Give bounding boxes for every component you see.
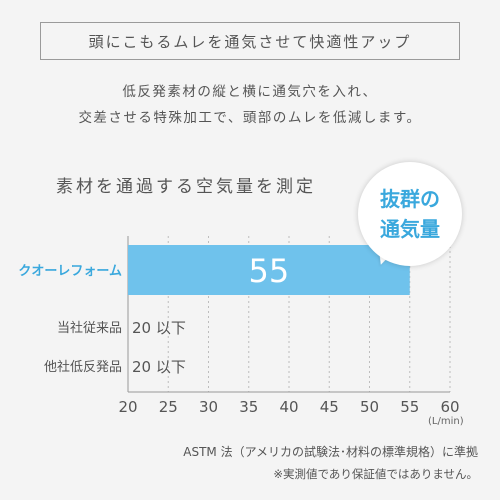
x-tick-label-20: 20 [118, 398, 137, 416]
x-tick-label-60: 60 [440, 398, 459, 416]
category-label-0: クオーレフォーム [18, 264, 122, 279]
x-tick-label-40: 40 [279, 398, 298, 416]
callout-bubble: 抜群の 通気量 [358, 162, 462, 266]
description-line-1: 低反発素材の縦と横に通気穴を入れ、 [122, 84, 378, 100]
headline-text: 頭にこもるムレを通気させて快適性アップ [88, 32, 412, 51]
data-label-2: 20 以下 [132, 358, 186, 376]
category-label-1: 当社従来品 [57, 320, 122, 336]
x-tick-label-30: 30 [199, 398, 218, 416]
footnote-source: ASTM 法（アメリカの試験法･材料の標準規格）に準拠 [183, 445, 478, 459]
headline-box: 頭にこもるムレを通気させて快適性アップ [40, 22, 460, 60]
x-tick-label-55: 55 [400, 398, 419, 416]
bubble-line-2: 通気量 [380, 217, 440, 241]
bar-0 [128, 245, 410, 295]
x-tick-label-25: 25 [159, 398, 178, 416]
description-line-2: 交差させる特殊加工で、頭部のムレを低減します。 [78, 110, 422, 126]
bubble-line-1: 抜群の [380, 187, 440, 211]
chart-title: 素材を通過する空気量を測定 [56, 177, 316, 197]
data-label-0: 55 [249, 252, 290, 290]
x-tick-label-35: 35 [239, 398, 258, 416]
x-axis-unit: (L/min) [428, 416, 464, 427]
category-label-2: 他社低反発品 [44, 359, 122, 375]
x-tick-label-50: 50 [360, 398, 379, 416]
data-label-1: 20 以下 [132, 319, 186, 337]
footnote-disclaimer: ※実測値であり保証値ではありません。 [273, 467, 478, 481]
x-tick-label-45: 45 [320, 398, 339, 416]
